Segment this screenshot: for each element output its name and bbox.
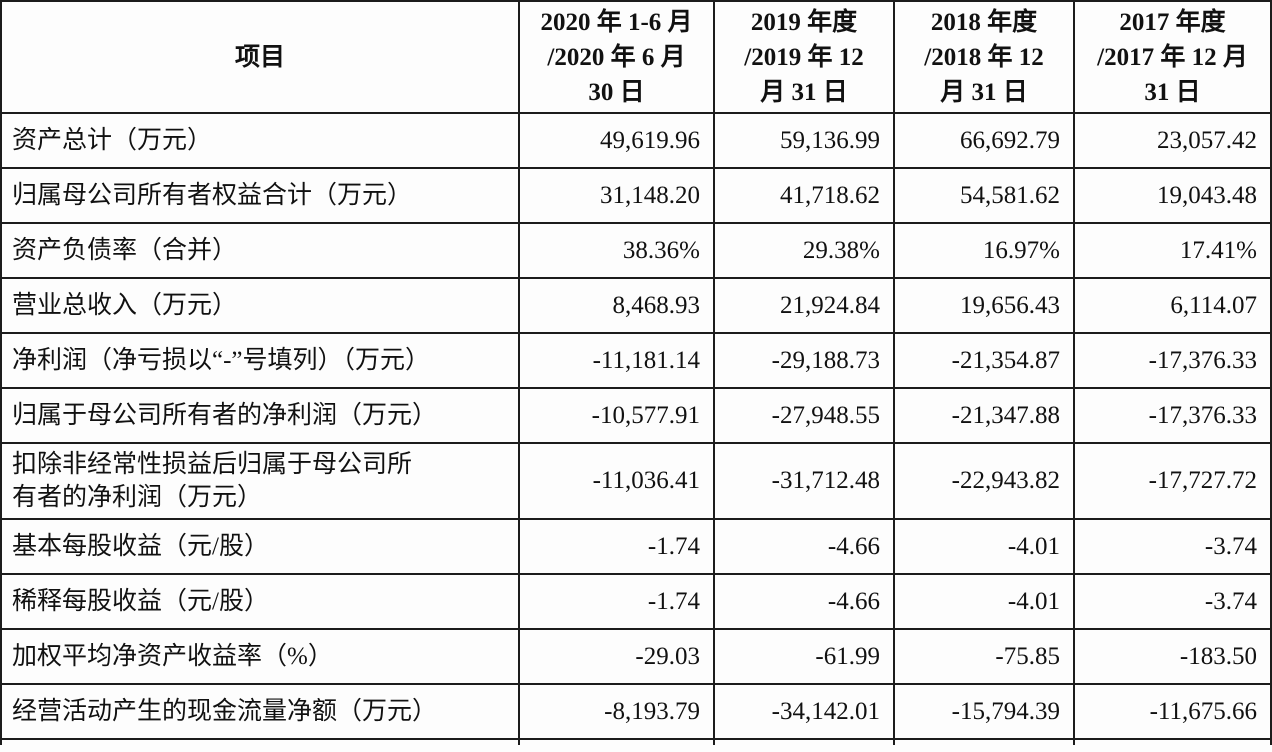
table-row: 归属于母公司所有者的净利润（万元） -10,577.91 -27,948.55 -21… <box>0 387 1272 444</box>
row-value: -31,712.48 <box>713 442 895 520</box>
row-value: -21,347.88 <box>893 387 1075 444</box>
header-row: 项目 2020 年 1-6 月 /2020 年 6 月 30 日 2019 年度 /… <box>0 0 1272 114</box>
row-value: 6,114.07 <box>1073 277 1272 334</box>
row-value: 19,656.43 <box>893 277 1075 334</box>
row-value: -4.66 <box>713 573 895 630</box>
row-value: -183.50 <box>1073 628 1272 685</box>
row-value: -61.99 <box>713 628 895 685</box>
row-value: -17,376.33 <box>1073 387 1272 444</box>
table-body: 资产总计（万元） 49,619.96 59,136.99 66,692.79 23,05… <box>0 112 1272 745</box>
row-value: 54,581.62 <box>893 167 1075 224</box>
table-row: 基本每股收益（元/股） -1.74 -4.66 -4.01 -3.74 <box>0 518 1272 575</box>
table-row: 资产负债率（合并） 38.36% 29.38% 16.97% 17.41% <box>0 222 1272 279</box>
row-value: -21,354.87 <box>893 332 1075 389</box>
row-value: -3.74 <box>1073 573 1272 630</box>
row-value: -4.01 <box>893 573 1075 630</box>
row-label: 加权平均净资产收益率（%） <box>0 628 520 685</box>
row-value: 49,619.96 <box>518 112 715 169</box>
row-value: -27,948.55 <box>713 387 895 444</box>
partial-cell <box>518 738 715 745</box>
header-cell-period: 2018 年度 /2018 年 12 月 31 日 <box>893 0 1075 114</box>
row-value: 21,924.84 <box>713 277 895 334</box>
partial-cell <box>893 738 1075 745</box>
row-label: 稀释每股收益（元/股） <box>0 573 520 630</box>
table-row: 扣除非经常性损益后归属于母公司所 有者的净利润（万元） -11,036.41 -31… <box>0 442 1272 520</box>
partial-row <box>0 738 1272 745</box>
row-value: -3.74 <box>1073 518 1272 575</box>
row-value: 8,468.93 <box>518 277 715 334</box>
row-value: 23,057.42 <box>1073 112 1272 169</box>
row-value: -17,376.33 <box>1073 332 1272 389</box>
row-value: 59,136.99 <box>713 112 895 169</box>
table-row: 稀释每股收益（元/股） -1.74 -4.66 -4.01 -3.74 <box>0 573 1272 630</box>
row-value: -17,727.72 <box>1073 442 1272 520</box>
table-row: 营业总收入（万元） 8,468.93 21,924.84 19,656.43 6,114… <box>0 277 1272 334</box>
row-value: -10,577.91 <box>518 387 715 444</box>
row-value: 41,718.62 <box>713 167 895 224</box>
row-value: 66,692.79 <box>893 112 1075 169</box>
table-row: 净利润（净亏损以“-”号填列）（万元） -11,181.14 -29,188.73-… <box>0 332 1272 389</box>
row-value: -11,036.41 <box>518 442 715 520</box>
row-label: 资产总计（万元） <box>0 112 520 169</box>
header-cell-period: 2017 年度 /2017 年 12 月 31 日 <box>1073 0 1272 114</box>
row-value: -8,193.79 <box>518 683 715 740</box>
row-value: 29.38% <box>713 222 895 279</box>
row-label: 扣除非经常性损益后归属于母公司所 有者的净利润（万元） <box>0 442 520 520</box>
row-value: 31,148.20 <box>518 167 715 224</box>
row-value: 19,043.48 <box>1073 167 1272 224</box>
row-label: 归属于母公司所有者的净利润（万元） <box>0 387 520 444</box>
header-cell-period: 2019 年度 /2019 年 12 月 31 日 <box>713 0 895 114</box>
row-label: 营业总收入（万元） <box>0 277 520 334</box>
row-value: -75.85 <box>893 628 1075 685</box>
row-label: 经营活动产生的现金流量净额（万元） <box>0 683 520 740</box>
row-label: 资产负债率（合并） <box>0 222 520 279</box>
table-row: 归属母公司所有者权益合计（万元） 31,148.20 41,718.62 54,581… <box>0 167 1272 224</box>
row-label: 归属母公司所有者权益合计（万元） <box>0 167 520 224</box>
table-row: 加权平均净资产收益率（%） -29.03 -61.99 -75.85 -183.50 <box>0 628 1272 685</box>
header-cell-item: 项目 <box>0 0 520 114</box>
row-value: 16.97% <box>893 222 1075 279</box>
row-label: 净利润（净亏损以“-”号填列）（万元） <box>0 332 520 389</box>
header-cell-period: 2020 年 1-6 月 /2020 年 6 月 30 日 <box>518 0 715 114</box>
row-value: 38.36% <box>518 222 715 279</box>
row-label: 基本每股收益（元/股） <box>0 518 520 575</box>
row-value: -15,794.39 <box>893 683 1075 740</box>
row-value: -1.74 <box>518 518 715 575</box>
table-row: 经营活动产生的现金流量净额（万元） -8,193.79 -34,142.01 -15,… <box>0 683 1272 740</box>
row-value: -4.66 <box>713 518 895 575</box>
row-value: -29,188.73 <box>713 332 895 389</box>
partial-cell <box>713 738 895 745</box>
row-value: -22,943.82 <box>893 442 1075 520</box>
row-value: 17.41% <box>1073 222 1272 279</box>
table-row: 资产总计（万元） 49,619.96 59,136.99 66,692.79 23,05… <box>0 112 1272 169</box>
row-value: -4.01 <box>893 518 1075 575</box>
row-value: -29.03 <box>518 628 715 685</box>
row-value: -11,675.66 <box>1073 683 1272 740</box>
partial-cell <box>0 738 520 745</box>
row-value: -34,142.01 <box>713 683 895 740</box>
row-value: -11,181.14 <box>518 332 715 389</box>
partial-cell <box>1073 738 1272 745</box>
table-head: 项目 2020 年 1-6 月 /2020 年 6 月 30 日 2019 年度 /… <box>0 0 1272 114</box>
row-value: -1.74 <box>518 573 715 630</box>
